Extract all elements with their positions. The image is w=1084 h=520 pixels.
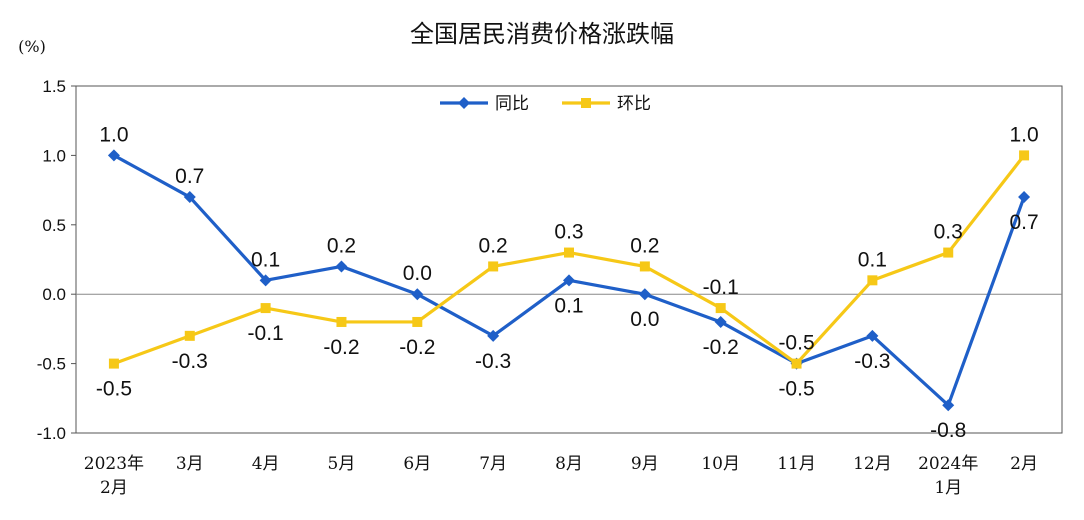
data-label-yoy: -0.8: [930, 419, 966, 442]
data-point-yoy: [942, 399, 955, 412]
data-label-yoy: 0.7: [1009, 211, 1038, 234]
data-label-mom: -0.1: [248, 322, 284, 345]
legend: 同比 环比: [440, 94, 651, 114]
data-point-mom: [943, 247, 954, 258]
data-labels: 1.0 -0.5 0.7 -0.3 0.1 -0.1 0.2 -0.2 0.0 -0.2 -0.3 0…: [96, 123, 1039, 442]
data-label-yoy: 1.0: [99, 123, 128, 146]
data-label-yoy: 0.1: [554, 294, 583, 317]
x-tick-label: 2024年: [918, 454, 978, 474]
data-point-yoy: [335, 260, 348, 273]
data-point-yoy: [638, 288, 651, 301]
y-unit-label: (%): [18, 37, 46, 56]
data-point-mom: [488, 261, 499, 272]
x-tick-label: 1月: [934, 478, 962, 498]
data-point-mom: [108, 358, 119, 369]
data-label-mom: 0.3: [934, 221, 963, 244]
data-label-mom: -0.2: [323, 336, 359, 359]
x-tick-label: 2月: [100, 478, 128, 498]
series-markers: [107, 149, 1031, 412]
x-tick-label: 4月: [252, 454, 280, 474]
data-point-yoy: [183, 191, 196, 204]
data-label-yoy: 0.0: [630, 308, 659, 331]
data-label-mom: 0.2: [630, 234, 659, 257]
data-label-yoy: 0.1: [251, 248, 280, 271]
data-point-mom: [564, 247, 574, 258]
data-label-mom: 0.1: [858, 248, 887, 271]
data-label-yoy: 0.7: [175, 165, 204, 188]
y-tick-label: -0.5: [37, 355, 66, 374]
data-label-yoy: -0.5: [778, 332, 814, 355]
data-point-yoy: [714, 315, 727, 328]
x-tick-label: 6月: [403, 454, 431, 474]
x-tick-label: 3月: [176, 454, 204, 474]
data-label-mom: -0.5: [778, 378, 814, 401]
y-tick-label: 0.5: [42, 216, 66, 235]
x-tick-label: 8月: [555, 454, 583, 474]
x-tick-label: 7月: [479, 454, 507, 474]
data-label-mom: -0.5: [96, 378, 132, 401]
data-label-yoy: -0.3: [475, 350, 511, 373]
legend-marker: [581, 98, 591, 108]
y-tick-label: 1.5: [42, 77, 66, 96]
legend-marker: [458, 97, 470, 109]
legend-label: 环比: [617, 94, 651, 114]
data-label-mom: 1.0: [1009, 123, 1038, 146]
data-label-mom: 0.2: [479, 234, 508, 257]
data-label-yoy: 0.0: [403, 262, 432, 285]
data-label-mom: 0.3: [554, 221, 583, 244]
plot-frame: [75, 85, 1063, 434]
data-label-mom: -0.2: [399, 336, 435, 359]
x-tick-label: 9月: [631, 454, 659, 474]
axes: 1.5 1.0 0.5 0.0 -0.5 -1.0 2023年 2月 3月 4月 5月 6月 7月 8月 9…: [37, 77, 1063, 498]
y-tick-label: -1.0: [37, 424, 66, 443]
legend-label: 同比: [495, 94, 529, 114]
data-point-mom: [412, 316, 423, 327]
data-point-mom: [184, 330, 195, 341]
y-tick-label: 1.0: [42, 146, 66, 165]
data-point-mom: [336, 316, 347, 327]
data-point-yoy: [259, 274, 272, 287]
data-label-yoy: -0.3: [854, 350, 890, 373]
data-label-yoy: 0.2: [327, 234, 356, 257]
data-label-mom: -0.3: [172, 350, 208, 373]
data-point-yoy: [411, 288, 424, 301]
x-tick-label: 5月: [328, 454, 356, 474]
data-point-mom: [791, 358, 802, 369]
data-point-mom: [867, 275, 878, 286]
x-tick-label: 12月: [853, 454, 892, 474]
data-point-yoy: [487, 329, 500, 342]
x-tick-label: 11月: [777, 454, 816, 474]
data-point-yoy: [1018, 191, 1031, 204]
x-tick-label: 2023年: [84, 454, 144, 474]
x-tick-label: 2月: [1010, 454, 1038, 474]
data-point-yoy: [563, 274, 575, 287]
data-point-yoy: [866, 329, 879, 342]
x-tick-label: 10月: [701, 454, 740, 474]
data-point-mom: [1019, 150, 1030, 161]
data-point-mom: [715, 303, 726, 314]
data-point-mom: [639, 261, 650, 272]
y-tick-label: 0.0: [42, 285, 66, 304]
data-label-mom: -0.1: [703, 276, 739, 299]
data-point-mom: [260, 303, 271, 314]
data-point-yoy: [107, 149, 120, 162]
chart-title: 全国居民消费价格涨跌幅: [410, 20, 674, 48]
data-label-yoy: -0.2: [703, 336, 739, 359]
